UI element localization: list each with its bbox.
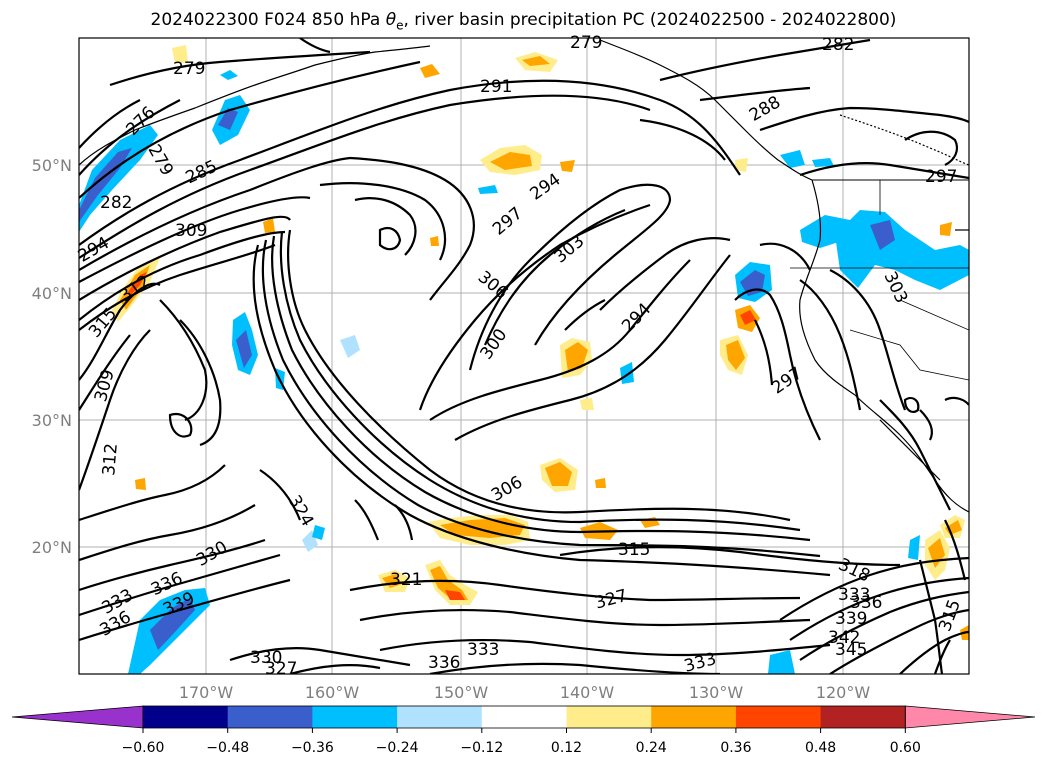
- contour-label: 282: [100, 193, 132, 213]
- plot-area: [79, 38, 969, 674]
- theta-e-contours: [79, 38, 969, 674]
- colorbar-extend-low: [11, 705, 144, 729]
- colorbar-segment: [566, 706, 652, 728]
- contour-label: 333: [838, 585, 870, 605]
- contour-label: 327: [265, 659, 297, 679]
- colorbar-tick-label: 0.12: [551, 740, 582, 756]
- colorbar-segment: [651, 706, 737, 728]
- colorbar-segment: [820, 706, 906, 728]
- lat-label: 20°N: [32, 538, 72, 557]
- contour-label: 330: [250, 648, 282, 668]
- colorbar-tick-label: 0.36: [720, 740, 751, 756]
- contour-label: 279: [173, 59, 205, 79]
- contour-label: 333: [467, 640, 499, 660]
- colorbar-segment: [312, 706, 398, 728]
- colorbar: −0.60 −0.48 −0.36 −0.24 −0.12 0.12 0.24 0.36 0.4…: [11, 705, 1036, 756]
- contour-label: 339: [835, 609, 867, 629]
- contour-label: 282: [822, 35, 854, 55]
- colorbar-tick-label: −0.48: [206, 740, 249, 756]
- lon-label: 140°W: [560, 683, 615, 702]
- colorbar-segment: [143, 706, 229, 728]
- contour-label: 336: [428, 653, 460, 673]
- colorbar-tick-label: −0.36: [291, 740, 334, 756]
- colorbar-segment: [227, 706, 313, 728]
- map-title: 2024022300 F024 850 hPa θe, river basin …: [150, 10, 897, 33]
- colorbar-tick-label: −0.60: [122, 740, 165, 756]
- lon-axis-labels: 170°W 160°W 150°W 140°W 130°W 120°W: [179, 683, 871, 702]
- colorbar-segment: [397, 706, 483, 728]
- lat-label: 30°N: [32, 411, 72, 430]
- colorbar-extend-high: [904, 705, 1036, 729]
- contour-label: 309: [175, 221, 207, 241]
- contour-label: 315: [618, 540, 650, 560]
- lon-label: 150°W: [434, 683, 489, 702]
- contour-label: 336: [850, 593, 882, 613]
- colorbar-tick-label: 0.60: [890, 740, 921, 756]
- colorbar-frame: [142, 705, 906, 729]
- colorbar-segment: [481, 706, 567, 728]
- colorbar-tick-label: −0.24: [376, 740, 419, 756]
- contour-label: 345: [835, 640, 867, 660]
- contour-label: 342: [828, 628, 860, 648]
- contour-label: 291: [480, 77, 512, 97]
- lon-label: 170°W: [179, 683, 234, 702]
- contour-label: 297: [925, 167, 957, 187]
- lon-label: 160°W: [305, 683, 360, 702]
- precip-shading: [79, 45, 969, 674]
- contour-label: 321: [390, 570, 422, 590]
- plot-frame: [78, 37, 970, 675]
- contour-label-group: 279 276 279 282 285 294 309 312 315 309 …: [75, 33, 965, 679]
- lat-label: 50°N: [32, 156, 72, 175]
- colorbar-tick-label: 0.48: [805, 740, 836, 756]
- contour-label: 312: [99, 442, 122, 476]
- colorbar-segment: [735, 706, 822, 728]
- coastlines: [79, 39, 969, 513]
- lat-axis-labels: 50°N 40°N 30°N 20°N: [32, 156, 72, 557]
- lon-label: 120°W: [816, 683, 871, 702]
- contour-label: 279: [570, 33, 602, 53]
- colorbar-tick-label: −0.12: [460, 740, 503, 756]
- lon-label: 130°W: [689, 683, 744, 702]
- colorbar-tick-label: 0.24: [636, 740, 667, 756]
- lat-label: 40°N: [32, 284, 72, 303]
